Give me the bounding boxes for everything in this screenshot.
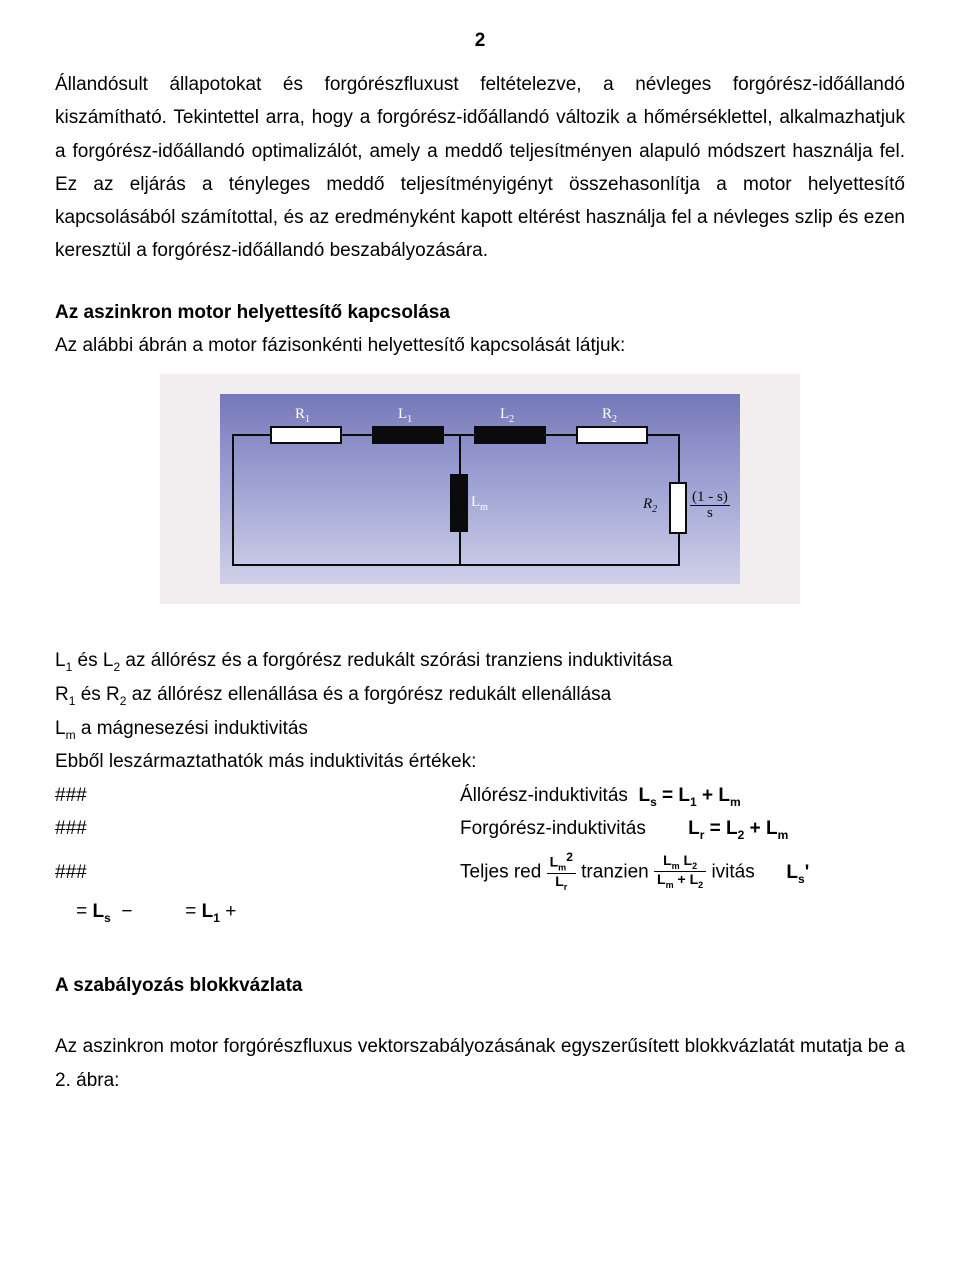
frac-lml2: Lm L2 Lm + L2 <box>652 853 708 890</box>
hash-marker: ### <box>55 812 460 846</box>
section-heading-circuit: Az aszinkron motor helyettesítő kapcsolá… <box>55 296 905 329</box>
frac-lm2-lr: Lm2 Lr <box>545 851 578 892</box>
component-r2-slip <box>669 482 687 534</box>
def-line-l1l2: L1 és L2 az állórész és a forgórész redu… <box>55 644 905 678</box>
wire <box>678 434 680 482</box>
page: 2 Állandósult állapotokat és forgórészfl… <box>0 0 960 1137</box>
circuit-background: R1 L1 L2 R2 R2 <box>220 394 740 584</box>
wire <box>232 564 680 566</box>
component-l2 <box>474 426 546 444</box>
wire <box>678 534 680 564</box>
eq-row-stator: ### Állórész-induktivitás Ls = L1 + Lm <box>55 779 905 813</box>
def-line-r1r2: R1 és R2 az állórész ellenállása és a fo… <box>55 678 905 712</box>
eq-row-rotor: ### Forgórész-induktivitás Lr = L2 + Lm <box>55 812 905 846</box>
component-lm <box>450 474 468 532</box>
eq-rotor: Forgórész-induktivitás Lr = L2 + Lm <box>460 812 905 846</box>
eq-row-total: ### Teljes red Lm2 Lr tranzien Lm L2 Lm … <box>55 852 905 893</box>
component-r1 <box>270 426 342 444</box>
component-r2 <box>576 426 648 444</box>
intro-paragraph: Állandósult állapotokat és forgórészflux… <box>55 68 905 268</box>
hash-marker: ### <box>55 779 460 813</box>
component-l1 <box>372 426 444 444</box>
wire <box>459 532 461 564</box>
closing-paragraph: Az aszinkron motor forgórészfluxus vekto… <box>55 1030 905 1097</box>
section-subtext-circuit: Az alábbi ábrán a motor fázisonkénti hel… <box>55 329 905 362</box>
wire <box>232 434 270 436</box>
label-l2: L2 <box>500 406 514 425</box>
page-number: 2 <box>55 30 905 52</box>
label-r2: R2 <box>602 406 617 425</box>
label-r2-slip: R2 <box>643 496 657 515</box>
label-slip-fraction: (1 - s) s <box>690 490 730 522</box>
definitions-block: L1 és L2 az állórész és a forgórész redu… <box>55 644 905 929</box>
eq-total: Teljes red Lm2 Lr tranzien Lm L2 Lm + L2… <box>460 852 905 893</box>
label-l1: L1 <box>398 406 412 425</box>
def-line-deriv: Ebből leszármaztathatók más induktivitás… <box>55 745 905 778</box>
eq-stator: Állórész-induktivitás Ls = L1 + Lm <box>460 779 905 813</box>
def-line-lm: Lm a mágnesezési induktivitás <box>55 712 905 746</box>
section-heading-block-diagram: A szabályozás blokkvázlata <box>55 969 905 1002</box>
eq-total-tail: = Ls − = L1 + <box>55 895 905 929</box>
wire <box>342 434 372 436</box>
wire <box>546 434 576 436</box>
wire <box>459 434 461 474</box>
wire <box>232 434 234 566</box>
wire <box>648 434 680 436</box>
equivalent-circuit-diagram: R1 L1 L2 R2 R2 <box>160 374 800 604</box>
label-lm: Lm <box>471 494 488 513</box>
label-r1: R1 <box>295 406 310 425</box>
hash-marker: ### <box>55 856 460 889</box>
